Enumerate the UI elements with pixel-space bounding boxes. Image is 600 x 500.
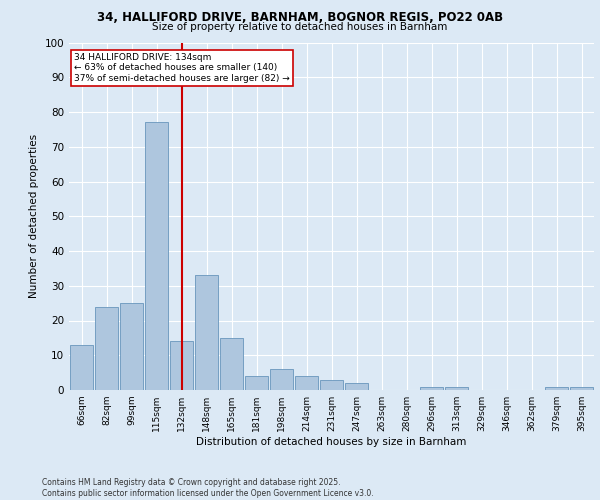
Text: 34, HALLIFORD DRIVE, BARNHAM, BOGNOR REGIS, PO22 0AB: 34, HALLIFORD DRIVE, BARNHAM, BOGNOR REG… [97, 11, 503, 24]
Bar [445, 386, 468, 390]
Bar [320, 380, 343, 390]
Y-axis label: Number of detached properties: Number of detached properties [29, 134, 39, 298]
Bar [145, 122, 168, 390]
Bar [120, 303, 143, 390]
Bar [170, 342, 193, 390]
Bar [420, 386, 443, 390]
Text: Contains HM Land Registry data © Crown copyright and database right 2025.
Contai: Contains HM Land Registry data © Crown c… [42, 478, 374, 498]
X-axis label: Distribution of detached houses by size in Barnham: Distribution of detached houses by size … [196, 437, 467, 447]
Bar [245, 376, 268, 390]
Text: 34 HALLIFORD DRIVE: 134sqm
← 63% of detached houses are smaller (140)
37% of sem: 34 HALLIFORD DRIVE: 134sqm ← 63% of deta… [74, 53, 290, 82]
Bar [195, 276, 218, 390]
Bar [95, 306, 118, 390]
Bar [70, 345, 93, 390]
Bar [270, 369, 293, 390]
Bar [220, 338, 243, 390]
Bar [345, 383, 368, 390]
Bar [545, 386, 568, 390]
Bar [570, 386, 593, 390]
Text: Size of property relative to detached houses in Barnham: Size of property relative to detached ho… [152, 22, 448, 32]
Bar [295, 376, 318, 390]
